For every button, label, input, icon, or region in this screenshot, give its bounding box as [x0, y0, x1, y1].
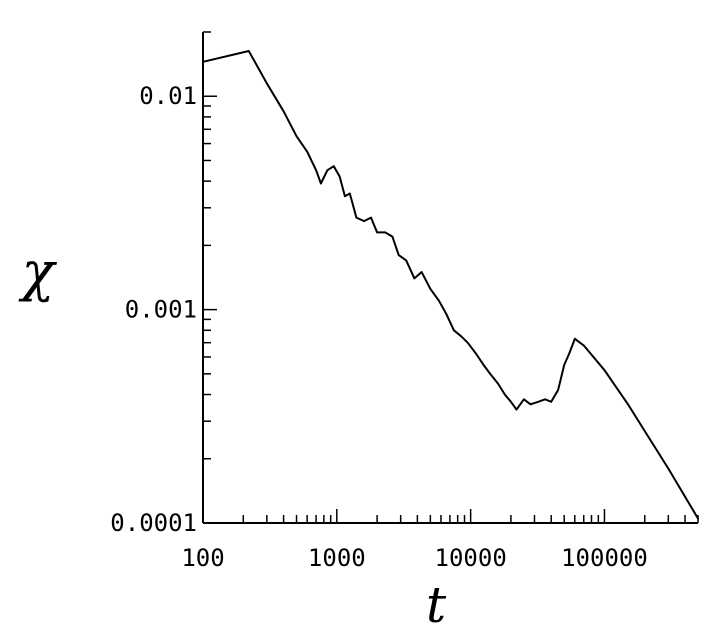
y-tick-label: 0.0001: [110, 509, 197, 537]
x-tick-label: 100: [181, 544, 224, 572]
y-tick-label: 0.01: [139, 82, 197, 110]
y-axis-title: χ: [18, 240, 58, 303]
y-tick-label: 0.001: [125, 296, 197, 324]
x-axis-title: t: [426, 576, 447, 634]
x-tick-label: 10000: [435, 544, 507, 572]
x-tick-label: 1000: [308, 544, 366, 572]
x-tick-label: 100000: [561, 544, 648, 572]
series-line: [202, 50, 699, 520]
axes-layer: [202, 32, 698, 524]
series-layer: [202, 50, 699, 520]
ticks-layer: [202, 31, 699, 524]
tick-labels-layer: 100 1000 10000 100000 0.0001 0.001 0.01: [110, 82, 648, 572]
